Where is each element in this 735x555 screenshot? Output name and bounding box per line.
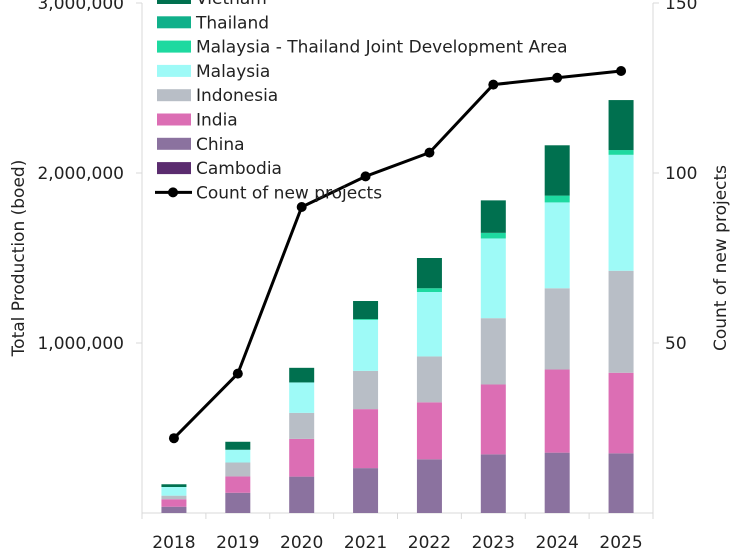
bar-segment [416,288,442,292]
x-tick-label: 2019 [216,533,259,551]
legend-swatch [157,64,191,77]
x-tick-label: 2020 [280,533,323,551]
bar-segment [161,499,187,507]
bar-segment [161,495,187,500]
bar-segment [161,486,187,496]
legend-label: Count of new projects [196,183,382,203]
legend-label: Cambodia [196,159,282,179]
y-tick-label: 1,000,000 [37,334,124,354]
axes: 1,000,000 2,000,000 3,000,000 50 100 150 2018 2… [37,0,697,553]
bar-segment [225,449,251,463]
legend-label: Malaysia - Thailand Joint Development Ar… [196,38,568,58]
bar-segment [480,200,506,233]
bar-segment [608,270,634,373]
legend-swatch [157,40,191,53]
x-tick-label: 2023 [472,533,515,551]
legend-swatch [157,0,191,4]
legend-label: India [196,111,238,131]
y-tick-label: 2,000,000 [37,164,124,184]
bars [161,100,634,513]
legend-label: Thailand [195,13,269,33]
bar-segment [353,409,379,469]
y-tick-label: 3,000,000 [37,0,124,14]
x-tick-label: 2024 [536,533,579,551]
bar-segment [480,384,506,455]
bar-segment [544,145,570,196]
line-point [296,202,307,212]
legend: Vietnam Thailand Malaysia - Thailand Joint… [155,0,568,203]
bar-segment [289,438,315,477]
bar-segment [544,202,570,289]
legend-swatch [157,137,191,150]
bar-segment [225,492,251,513]
legend-label: Malaysia [196,62,270,82]
line-point [488,79,499,90]
bar-segment [608,100,634,151]
x-tick-label: 2022 [408,533,451,551]
line-path [172,69,622,440]
bar-segment [544,452,570,513]
bar-segment [353,319,379,371]
y-axis-label: Total Production (boed) [9,160,29,358]
bar-segment [416,459,442,513]
bar-segment [353,370,379,410]
line-point [616,66,627,76]
y-axis-right-label: Count of new projects [711,165,731,351]
legend-swatch [157,162,191,175]
y-right-tick-label: 50 [665,334,687,354]
bar-segment [353,319,379,320]
legend-swatch [157,113,191,126]
bar-segment [225,462,251,477]
y-right-tick-label: 150 [665,0,697,14]
legend-label: Indonesia [196,86,278,106]
bar-segment [353,468,379,513]
bar-segment [480,454,506,513]
line-point [232,368,243,379]
bar-segment [225,441,251,450]
bar-segment [544,369,570,453]
bar-segment [353,301,379,320]
bar-segment [161,506,187,513]
bar-segment [480,318,506,385]
line-point [360,171,371,182]
bar-segment [544,288,570,370]
bar-segment [608,372,634,454]
legend-label: China [196,135,245,155]
bar-segment [608,154,634,271]
bar-segment [608,453,634,513]
bar-segment [480,238,506,319]
bar-segment [416,258,442,289]
bar-segment [289,367,315,383]
y-right-tick-label: 100 [665,164,697,184]
x-tick-label: 2025 [599,533,642,551]
legend-swatch [157,16,191,29]
bar-segment [161,484,187,487]
x-tick-label: 2018 [152,533,195,551]
legend-line-marker [168,187,178,198]
bar-segment [289,476,315,513]
line-series [168,66,627,444]
legend-swatch [157,89,191,102]
bar-segment [289,382,315,413]
bar-segment [416,292,442,357]
bar-segment [289,412,315,439]
bar-segment [608,150,634,155]
line-point [424,147,435,158]
bar-segment [225,476,251,493]
bar-segment [480,232,506,239]
line-point [552,72,563,83]
bar-segment [416,356,442,403]
x-tick-label: 2021 [344,533,387,551]
bar-segment [416,402,442,460]
bar-segment [544,195,570,203]
line-point [168,433,179,444]
legend-label: Vietnam [196,0,267,9]
